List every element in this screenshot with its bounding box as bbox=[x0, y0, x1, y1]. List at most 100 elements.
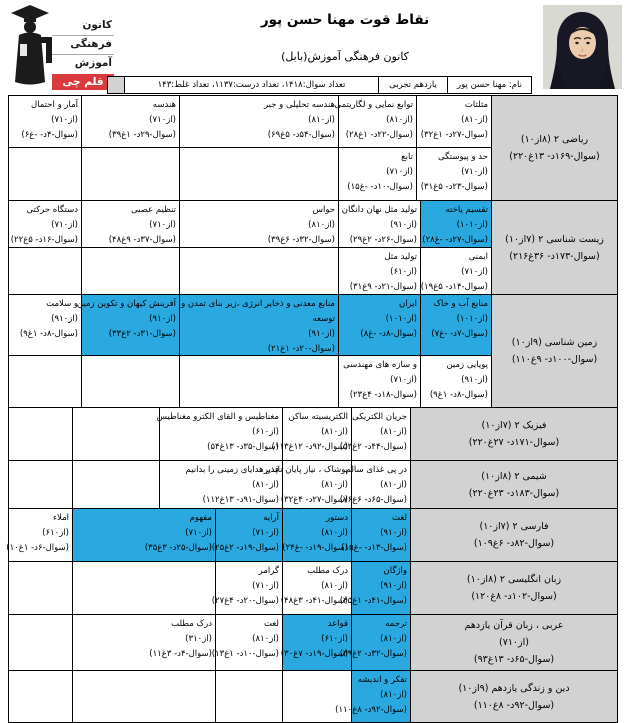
topic-score: (۷از۱۰) bbox=[149, 220, 176, 230]
subject-title: زیست شناسی ۲ (۷از۱۰) bbox=[505, 233, 604, 245]
info-bar-stub bbox=[107, 76, 125, 94]
empty-cell bbox=[282, 671, 351, 722]
topic-cell: هندسه (۷از۱۰) (۳۹سوال-۲۹د- ۱غ) bbox=[81, 96, 179, 147]
subject-title: ریاضی ۲ (۸از۱۰) bbox=[520, 134, 589, 145]
topic-stats: (۱۳سوال-۱۰د- ۱غ) bbox=[211, 649, 279, 659]
topic-name: در پی غذای سالم bbox=[345, 465, 407, 475]
subject-title: زبان انگلیسی ۲ (۸از۱۰) bbox=[466, 574, 562, 585]
logo-word-2: فرهنگی bbox=[52, 35, 114, 54]
subject-row: ترجمه (۸از۱۰) (۳۹سوال-۳۲د- ۲غ) قواعد (۶از۱۰)… bbox=[9, 615, 617, 671]
subject-title: دین و زندگی یازدهم (۹از۱۰) bbox=[458, 682, 570, 694]
subject-cell: عربی ، زبان قرآن یازدهم (۷از۱۰) (۹۳سوال-۶۵… bbox=[410, 615, 617, 670]
topic-name: قواعد bbox=[327, 619, 348, 629]
subject-stats: (۲۲۰سوال-۱۷۱د- ۲۷غ) bbox=[468, 437, 560, 448]
topic-score: (۹از۱۰) bbox=[380, 581, 407, 591]
topic-stats: (۵۴سوال-۳۵د- ۱۳غ) bbox=[207, 442, 279, 452]
topic-score: (۱۰از۱۰) bbox=[385, 314, 417, 324]
topic-name: مثلثات bbox=[464, 100, 488, 110]
topic-score: (۸از۱۰) bbox=[380, 427, 407, 437]
topic-name: تنظیم عصبی bbox=[131, 205, 176, 215]
empty-cell bbox=[9, 248, 81, 294]
topic-cell: مفهوم (۷از۱۰) (۳۵سوال-۲۵د- ۳غ) bbox=[72, 509, 215, 561]
topic-cell: تفکر و اندیشه (۸از۱۰) (۱۱۰سوال-۹۲د- ۸غ) bbox=[335, 671, 410, 722]
topic-name: لغت bbox=[263, 619, 279, 629]
topic-stats: (۳۲سوال-۲۷د- ۱غ) bbox=[420, 130, 488, 140]
topic-stats: (۱۱۳سوال-۹۲د- ۱۲غ) bbox=[271, 442, 348, 452]
topic-score: (۹از۱۰) bbox=[380, 528, 407, 538]
subject-row: تفکر و اندیشه (۸از۱۰) (۱۱۰سوال-۹۲د- ۸غ) دین… bbox=[9, 671, 617, 722]
topic-cell: توابع نمایی و لگاریتمی (۸از۱۰) (۲۸سوال-۲۲د… bbox=[334, 96, 416, 147]
topic-score: (۹از۱۰) bbox=[390, 220, 417, 230]
subject-cell: شیمی ۲ (۸از۱۰) (۲۲۰سوال-۱۸۳د- ۲۳غ) bbox=[410, 461, 617, 508]
topic-stats: (۳۹سوال-۳۲د- ۶غ) bbox=[267, 235, 335, 245]
student-info-bar: تعداد سوال:۱۴۱۸، تعداد درست:۱۱۳۷، تعداد … bbox=[107, 76, 532, 94]
empty-cell bbox=[72, 671, 215, 722]
topic-stats: (۳۱سوال-۲۱د- ۹غ) bbox=[349, 282, 417, 292]
topic-name: منابع آب و خاک bbox=[433, 299, 488, 309]
topic-name: و سازه های مهندسی bbox=[343, 360, 417, 370]
topic-score: (۸از۱۰) bbox=[321, 581, 348, 591]
empty-cell bbox=[72, 408, 159, 460]
topic-cell: ترجمه (۸از۱۰) (۳۹سوال-۳۲د- ۲غ) bbox=[339, 615, 410, 670]
topic-score: (۷از۱۰) bbox=[51, 115, 78, 125]
subject-stats: (۱۱۰سوال-۹۲د- ۸غ) bbox=[473, 699, 555, 711]
topic-name: تفکر و اندیشه bbox=[357, 675, 407, 685]
topic-score: (۹از۱۰) bbox=[51, 314, 78, 324]
subject-stats: (۲۲۰سوال-۱۶۹د- ۱۳غ) bbox=[509, 151, 600, 162]
topic-name: توابع نمایی و لگاریتمی bbox=[334, 100, 413, 110]
topic-cell: پویایی زمین (۹از۱۰) (۹سوال-۸د- ۱غ) bbox=[420, 356, 491, 407]
topic-score: (۷از۱۰) bbox=[390, 375, 417, 385]
kanoon-logo: کانون فرهنگی آموزش قلم چی bbox=[8, 4, 114, 90]
empty-cell bbox=[179, 148, 338, 200]
topic-score: (۸از۱۰) bbox=[252, 480, 279, 490]
topic-score: (۸از۱۰) bbox=[321, 427, 348, 437]
topic-name: لغت bbox=[391, 513, 407, 523]
topic-name: حواس bbox=[312, 205, 335, 215]
topic-cell: آمار و احتمال (۷از۱۰) (۶سوال-۴د- -غ) bbox=[9, 96, 81, 147]
empty-cell bbox=[9, 562, 72, 614]
topic-name: پویایی زمین bbox=[446, 360, 488, 370]
topic-name: مغناطیس و القای الکترو مغناطیس bbox=[156, 412, 279, 422]
topic-cell: حواس (۸از۱۰) (۳۹سوال-۳۲د- ۶غ) bbox=[179, 201, 338, 247]
topic-stats: (۴۵سوال-۴۱د- ۱غ) bbox=[339, 596, 407, 606]
topic-name: جریان الکتریکی bbox=[352, 412, 407, 422]
logo-word-3: آموزش bbox=[52, 54, 114, 73]
topic-score: (۸از۱۰) bbox=[321, 480, 348, 490]
topic-stats: (۲۵سوال-۱۹د- ۲غ) bbox=[211, 543, 279, 553]
topic-name: تولید مثل bbox=[384, 252, 417, 262]
topic-stats: (۲۴سوال-۱۹د- -غ) bbox=[282, 543, 348, 553]
totals-cell: تعداد سوال:۱۴۱۸، تعداد درست:۱۱۳۷، تعداد … bbox=[124, 76, 379, 94]
topic-name: درک مطلب bbox=[171, 619, 212, 629]
empty-cell bbox=[81, 248, 179, 294]
topic-score: (۷از۱۰) bbox=[51, 220, 78, 230]
topic-cell: واژگان (۹از۱۰) (۴۵سوال-۴۱د- ۱غ) bbox=[339, 562, 410, 614]
subject-row: منابع آب و خاک (۱۰از۱۰) (۷سوال-۷د- -غ) ایرا… bbox=[9, 295, 617, 408]
subject-stats: (۱۱۰سوال-۱۰۰د- ۹غ) bbox=[511, 354, 598, 365]
subject-row: واژگان (۹از۱۰) (۴۵سوال-۴۱د- ۱غ) درک مطلب (۸ا… bbox=[9, 562, 617, 615]
subject-cell: زمین شناسی (۹از۱۰) (۱۱۰سوال-۱۰۰د- ۹غ) bbox=[491, 295, 617, 407]
topic-score: (۷از۱۰) bbox=[185, 528, 212, 538]
topic-score: (۸از۱۰) bbox=[380, 480, 407, 490]
topic-stats: (۳۹سوال-۳۲د- ۲غ) bbox=[339, 649, 407, 659]
topic-cell: املاء (۶از۱۰) (۱۰سوال-۶د- ۱غ) bbox=[6, 509, 72, 561]
topic-score: (۸از۱۰) bbox=[252, 634, 279, 644]
topic-cell: قدر هدایای زمینی را بدانیم (۸از۱۰) (۱۱۲سوا… bbox=[159, 461, 282, 508]
topic-stats: (۱۵سوال-۱۰د- -غ) bbox=[347, 182, 413, 192]
topic-cell: الکتریسیته ساکن (۸از۱۰) (۱۱۳سوال-۹۲د- ۱۲غ) bbox=[271, 408, 351, 460]
topic-stats: (۲۱سوال-۲۰د- ۱غ) bbox=[267, 344, 335, 354]
subject-stats: (۹۳سوال-۶۵د- ۱۳غ) bbox=[473, 654, 555, 665]
topic-cell: مثلثات (۸از۱۰) (۳۲سوال-۲۷د- ۱غ) bbox=[416, 96, 491, 147]
topic-stats: (۲۹سوال-۲۶د- ۲غ) bbox=[349, 235, 417, 245]
empty-cell bbox=[81, 356, 179, 407]
topic-stats: (۱۱سوال-۴د- ۳غ) bbox=[149, 649, 212, 659]
topic-cell: منابع آب و خاک (۱۰از۱۰) (۷سوال-۷د- -غ) bbox=[420, 295, 491, 355]
topic-stats: (۷سوال-۷د- -غ) bbox=[431, 329, 488, 339]
topic-cell: تولید مثل (۶از۱۰) (۳۱سوال-۲۱د- ۹غ) bbox=[338, 248, 420, 294]
topic-name: آفرینش کیهان و تکوین زمین bbox=[76, 299, 176, 309]
subject-title: فارسی ۲ (۷از۱۰) bbox=[479, 521, 549, 532]
topic-stats: (۱۱۲سوال-۹۱د- ۱۳غ) bbox=[202, 495, 279, 505]
topic-stats: (۲۳سوال-۱۸د- ۴غ) bbox=[349, 390, 417, 400]
topic-stats: (۹سوال-۸د- ۱غ) bbox=[429, 390, 488, 400]
topic-score: (۶از۱۰) bbox=[42, 528, 69, 538]
